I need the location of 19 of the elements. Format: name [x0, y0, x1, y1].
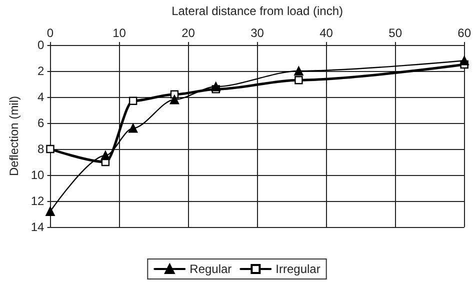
- x-axis-title: Lateral distance from load (inch): [172, 4, 343, 18]
- x-tick-label: 20: [182, 26, 196, 40]
- y-axis-title: Deflection (mil): [7, 96, 21, 176]
- x-tick-label: 30: [250, 26, 264, 40]
- x-tick-label: 60: [458, 26, 472, 40]
- x-tick-label: 0: [46, 26, 54, 40]
- legend-label: Irregular: [276, 262, 320, 276]
- x-tick-label: 50: [388, 26, 402, 40]
- legend-label: Regular: [190, 262, 232, 276]
- x-tick-label: 40: [320, 26, 334, 40]
- y-tick-label: 0: [38, 38, 45, 52]
- y-tick-label: 12: [30, 194, 45, 208]
- y-tick-label: 14: [30, 220, 45, 234]
- y-tick-label: 2: [38, 64, 45, 78]
- y-tick-label: 6: [38, 116, 45, 130]
- y-tick-label: 8: [38, 142, 45, 156]
- x-tick-label: 10: [112, 26, 126, 40]
- y-tick-label: 10: [30, 168, 45, 182]
- y-tick-label: 4: [38, 90, 45, 104]
